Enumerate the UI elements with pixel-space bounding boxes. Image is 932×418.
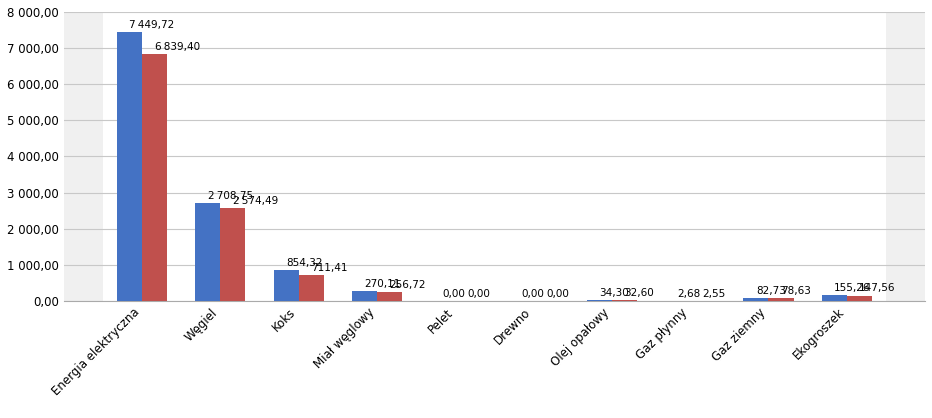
- Text: 82,73: 82,73: [756, 286, 786, 296]
- Text: 155,26: 155,26: [834, 283, 870, 293]
- Text: 2,55: 2,55: [703, 289, 726, 299]
- Bar: [352, 291, 377, 301]
- Text: 270,11: 270,11: [364, 279, 401, 289]
- Text: 7 449,72: 7 449,72: [130, 20, 174, 30]
- Text: 854,32: 854,32: [286, 258, 322, 268]
- Text: 2 574,49: 2 574,49: [233, 196, 278, 206]
- Bar: [220, 208, 245, 301]
- Text: 0,00: 0,00: [468, 289, 490, 299]
- Text: 78,63: 78,63: [781, 286, 811, 296]
- Text: 2 708,75: 2 708,75: [208, 191, 253, 201]
- Text: 34,30: 34,30: [599, 288, 629, 298]
- Text: 256,72: 256,72: [390, 280, 426, 290]
- Bar: [377, 292, 402, 301]
- Bar: [744, 298, 769, 301]
- Text: 6 839,40: 6 839,40: [155, 42, 199, 52]
- Text: 711,41: 711,41: [311, 263, 348, 273]
- Bar: [116, 32, 142, 301]
- Bar: [822, 296, 847, 301]
- Text: 0,00: 0,00: [521, 289, 544, 299]
- Bar: [195, 203, 220, 301]
- Text: 2,68: 2,68: [678, 289, 701, 299]
- Text: 147,56: 147,56: [859, 283, 896, 293]
- Bar: [611, 300, 637, 301]
- Text: 0,00: 0,00: [546, 289, 569, 299]
- Text: 32,60: 32,60: [624, 288, 654, 298]
- Bar: [769, 298, 793, 301]
- Bar: [587, 300, 611, 301]
- Bar: [274, 270, 298, 301]
- Bar: [847, 296, 871, 301]
- Bar: [298, 275, 323, 301]
- Bar: [142, 54, 167, 301]
- Text: 0,00: 0,00: [443, 289, 466, 299]
